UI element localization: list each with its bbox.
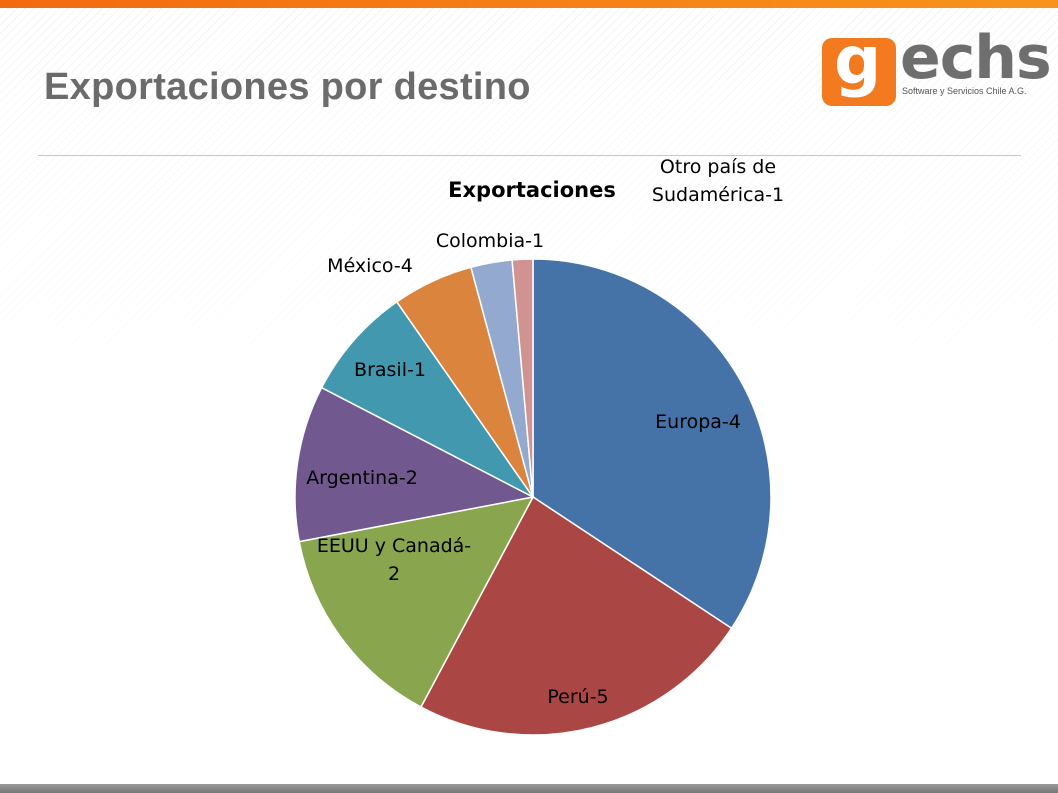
logo-orange-box: g [822, 28, 896, 106]
chart-title: Exportaciones [448, 178, 616, 202]
pie-label-6: México-4 [327, 255, 413, 277]
pie-labels: Europa-4 Perú-5 EEUU y Canadá-2 Argentina-2… [306, 156, 784, 708]
pie-slice-8 [511, 258, 534, 498]
pie-label-8: Otro país de Sudamérica-1 [652, 156, 784, 206]
gechs-logo: g echs Software y Servicios Chile A.G. [822, 28, 1052, 108]
logo-mark: g [834, 22, 882, 99]
title-divider [38, 155, 1021, 156]
pie-label-5: Brasil-1 [354, 359, 426, 381]
pie-slice-4 [294, 386, 536, 543]
pie-label-7: Colombia-1 [436, 230, 544, 252]
logo-name: echs [900, 23, 1052, 93]
logo-tagline: Software y Servicios Chile A.G. [902, 86, 1027, 96]
pie-label-1: Europa-4 [655, 411, 741, 433]
pie-slice-3 [298, 495, 535, 709]
pie-label-4: Argentina-2 [306, 467, 418, 489]
slide-title: Exportaciones por destino [44, 66, 531, 108]
pie-slices [294, 258, 772, 736]
bottom-bar [0, 784, 1058, 793]
pie-slice-5 [320, 300, 534, 498]
pie-label-3: EEUU y Canadá-2 [317, 535, 471, 585]
top-accent-bar [0, 0, 1058, 8]
pie-label-2: Perú-5 [547, 686, 608, 708]
pie-slice-2 [419, 495, 733, 736]
